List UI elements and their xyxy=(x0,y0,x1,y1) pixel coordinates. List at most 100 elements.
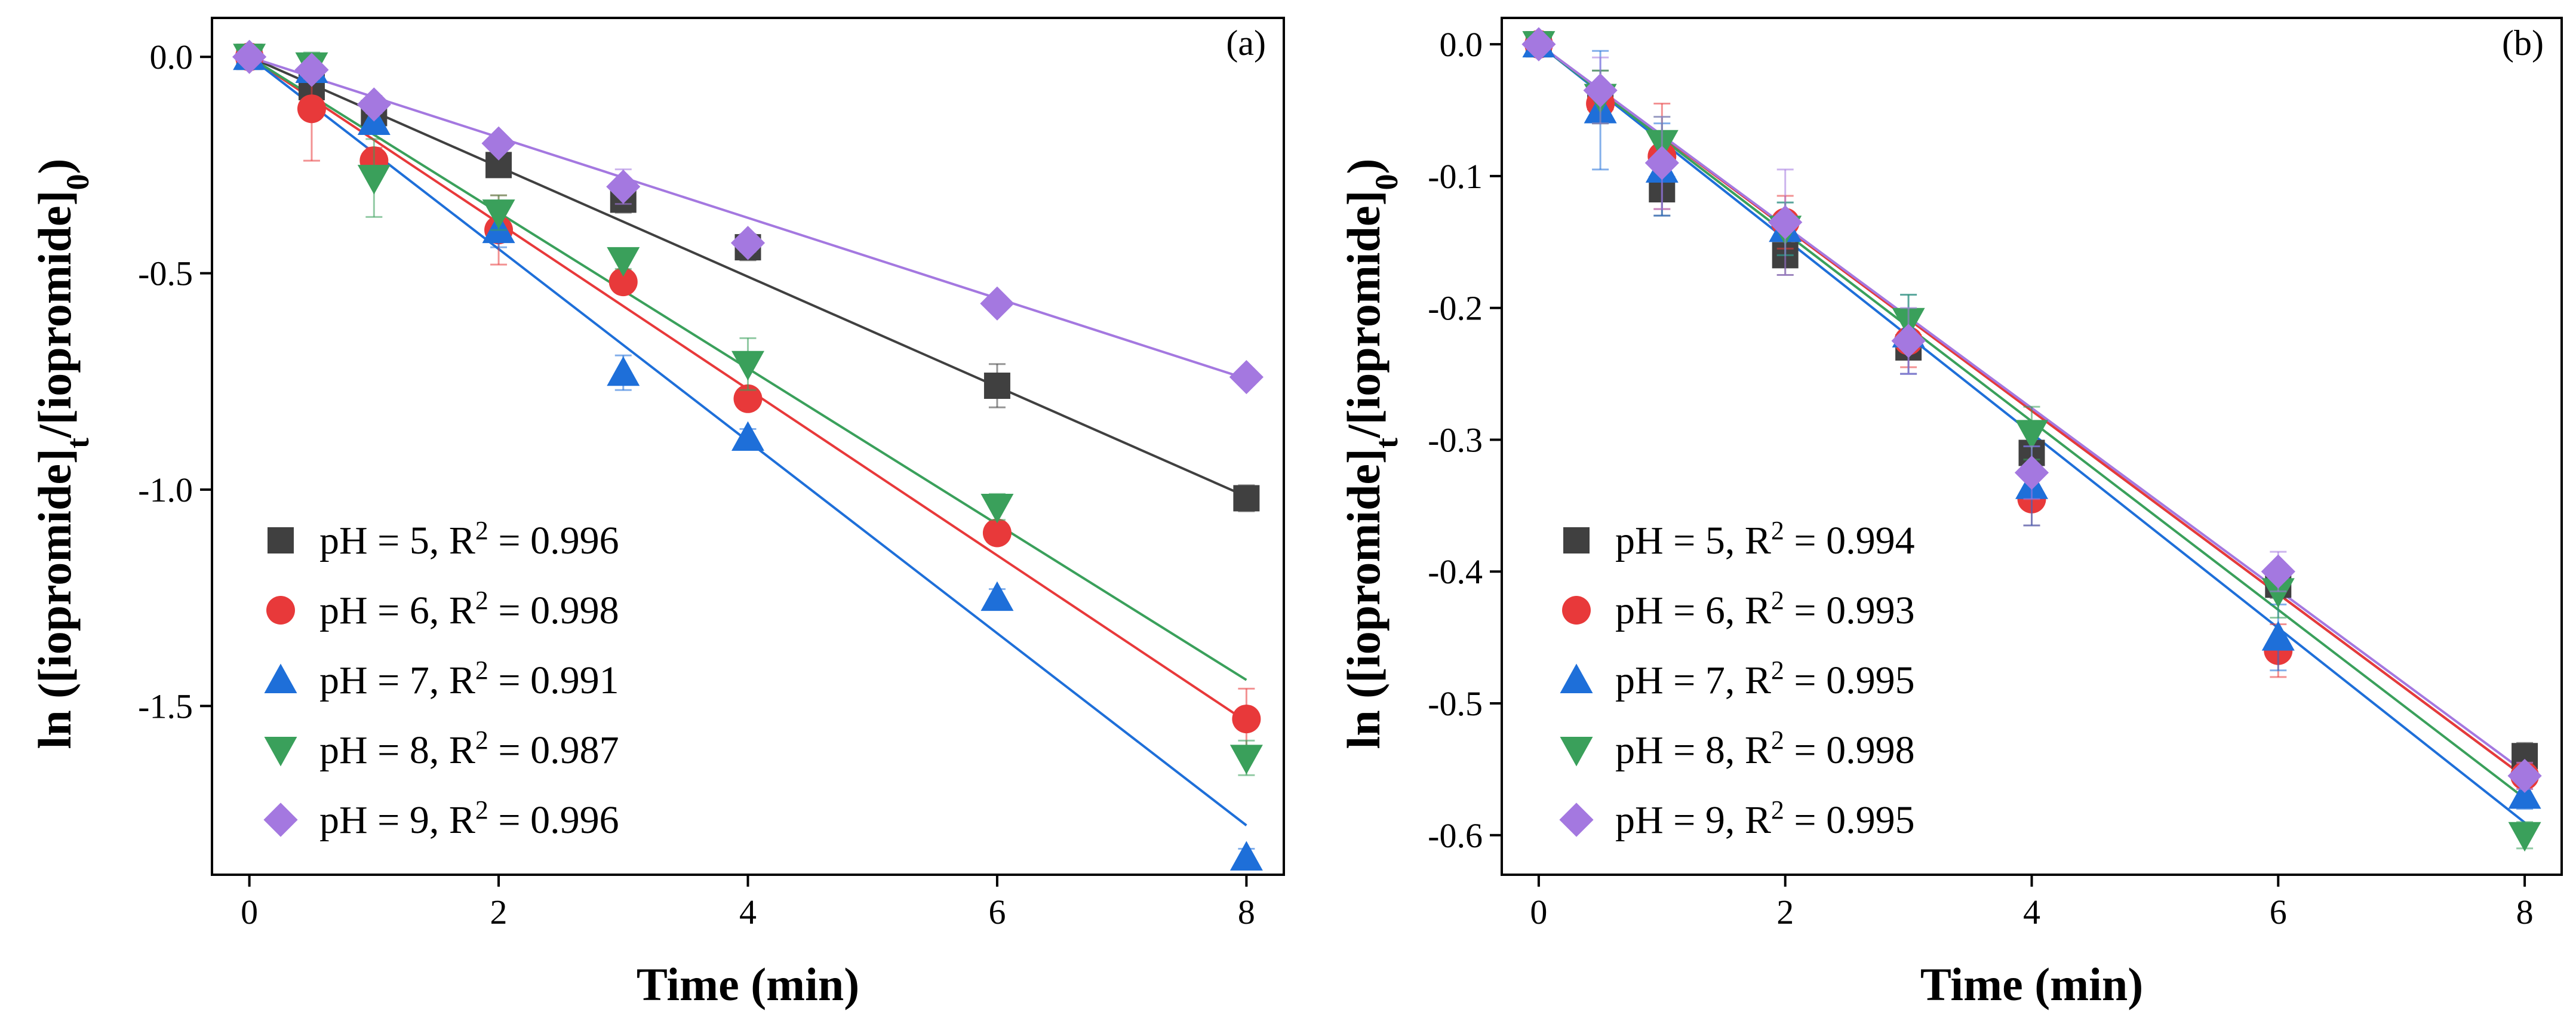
legend-superscript: 2 xyxy=(1771,795,1784,825)
legend-marker xyxy=(1560,737,1593,767)
chart-panel-a: 0 2 4 6 8 0.0 -0.5 -1.0 -1.5 Time (min) ln ([iopro… xyxy=(29,17,1285,1010)
legend-entry: pH = 8, R2 = 0.987 xyxy=(319,725,619,773)
data-point xyxy=(980,493,1014,524)
y-axis-title-part: /[iopromide] xyxy=(1338,190,1390,439)
legend-label: pH = 6, R xyxy=(1615,589,1771,632)
x-tick-label: 2 xyxy=(490,893,508,931)
x-tick-label: 0 xyxy=(1530,893,1547,931)
y-axis-title-part: ) xyxy=(1338,159,1390,174)
data-point xyxy=(982,518,1012,548)
legend-r2-value: = 0.987 xyxy=(488,728,619,772)
legend-superscript: 2 xyxy=(1771,656,1784,685)
x-tick-label: 4 xyxy=(2023,893,2040,931)
legend-marker xyxy=(1563,527,1590,553)
data-point xyxy=(2507,758,2542,794)
y-tick-label: 0.0 xyxy=(150,38,193,76)
y-axis-title-subscript: t xyxy=(60,438,96,448)
data-point xyxy=(731,421,764,451)
series-ph9 xyxy=(1521,27,2542,794)
data-point xyxy=(1644,146,1679,180)
y-axis-title-part: ln ([iopromide] xyxy=(29,448,81,749)
legend-label: pH = 8, R xyxy=(1615,728,1771,772)
legend-label: pH = 5, R xyxy=(1615,519,1771,562)
x-tick-label: 0 xyxy=(241,893,258,931)
legend-entry: pH = 9, R2 = 0.996 xyxy=(319,795,619,842)
data-point xyxy=(2508,822,2541,852)
legend-superscript: 2 xyxy=(475,795,488,825)
legend-marker xyxy=(264,663,297,693)
legend-r2-value: = 0.995 xyxy=(1784,659,1915,702)
legend-entry: pH = 6, R2 = 0.998 xyxy=(319,586,619,633)
x-axis-title: Time (min) xyxy=(1920,958,2143,1010)
y-axis-title-subscript: t xyxy=(1369,438,1404,448)
y-tick-label: -0.4 xyxy=(1428,552,1483,591)
y-tick-label: -1.5 xyxy=(138,687,193,725)
series-ph9 xyxy=(232,39,1264,395)
data-point xyxy=(2014,456,2049,490)
x-tick-label: 2 xyxy=(1776,893,1794,931)
data-point xyxy=(1233,485,1260,512)
legend-label: pH = 9, R xyxy=(319,798,475,842)
data-point xyxy=(356,87,391,122)
data-point xyxy=(1891,324,1926,358)
y-tick-label: -0.2 xyxy=(1428,289,1483,328)
y-axis-title: ln ([iopromide]t/[iopromide]0) xyxy=(1338,159,1404,749)
data-point xyxy=(357,165,391,195)
legend-entry: pH = 5, R2 = 0.996 xyxy=(319,516,619,563)
legend-superscript: 2 xyxy=(1771,516,1784,545)
panel-label: (a) xyxy=(1226,23,1266,63)
y-axis-title-subscript: 0 xyxy=(60,174,96,190)
legend-r2-value: = 0.996 xyxy=(488,519,619,562)
y-tick-label: -1.0 xyxy=(138,471,193,509)
legend-superscript: 2 xyxy=(1771,725,1784,755)
legend-label: pH = 7, R xyxy=(319,659,475,702)
data-point xyxy=(1229,745,1263,774)
legend-entry: pH = 7, R2 = 0.991 xyxy=(319,656,619,703)
x-tick-label: 6 xyxy=(2270,893,2287,931)
x-tick-label: 8 xyxy=(2516,893,2534,931)
y-axis-title-part: /[iopromide] xyxy=(29,190,81,439)
data-point xyxy=(607,247,640,277)
data-point xyxy=(1521,27,1556,61)
fit-line-diamond xyxy=(249,56,1247,380)
legend-entry: pH = 5, R2 = 0.994 xyxy=(1615,516,1915,563)
data-point xyxy=(2015,420,2048,450)
legend-entry: pH = 6, R2 = 0.993 xyxy=(1615,586,1915,633)
legend-label: pH = 6, R xyxy=(319,589,475,632)
y-tick-label: -0.5 xyxy=(1428,684,1483,723)
legend-marker xyxy=(1560,663,1593,693)
y-axis-title-part: ln ([iopromide] xyxy=(1338,448,1390,749)
legend-r2-value: = 0.998 xyxy=(488,589,619,632)
legend-entry: pH = 9, R2 = 0.995 xyxy=(1615,795,1915,842)
data-point xyxy=(482,199,515,229)
legend-r2-value: = 0.996 xyxy=(488,798,619,842)
data-point xyxy=(983,373,1010,399)
legend-r2-value: = 0.994 xyxy=(1784,519,1915,562)
data-point xyxy=(294,53,329,87)
y-tick-label: -0.6 xyxy=(1428,816,1483,855)
legend-label: pH = 9, R xyxy=(1615,798,1771,842)
chart-panel-b: 0 2 4 6 8 0.0 -0.1 -0.2 -0.3 -0.4 -0.5 -0.6 Time (mi… xyxy=(1338,17,2563,1010)
y-axis-title-subscript: 0 xyxy=(1369,174,1404,190)
legend-superscript: 2 xyxy=(475,656,488,685)
legend-marker xyxy=(263,802,298,837)
x-tick-label: 8 xyxy=(1238,893,1255,931)
legend-marker xyxy=(266,596,295,625)
y-tick-label: -0.5 xyxy=(138,254,193,293)
y-tick-label: 0.0 xyxy=(1440,25,1483,64)
data-point xyxy=(980,581,1014,611)
legend-superscript: 2 xyxy=(475,516,488,545)
legend-label: pH = 8, R xyxy=(319,728,475,772)
legend-r2-value: = 0.995 xyxy=(1784,798,1915,842)
legend-r2-value: = 0.991 xyxy=(488,659,619,702)
legend-marker xyxy=(1559,802,1594,837)
legend-label: pH = 7, R xyxy=(1615,659,1771,702)
data-point xyxy=(606,170,641,204)
x-tick-label: 6 xyxy=(988,893,1006,931)
data-point xyxy=(730,226,766,260)
legend-r2-value: = 0.998 xyxy=(1784,728,1915,772)
legend-label: pH = 5, R xyxy=(319,519,475,562)
y-tick-label: -0.3 xyxy=(1428,420,1483,459)
y-axis-title-part: ) xyxy=(29,159,81,174)
